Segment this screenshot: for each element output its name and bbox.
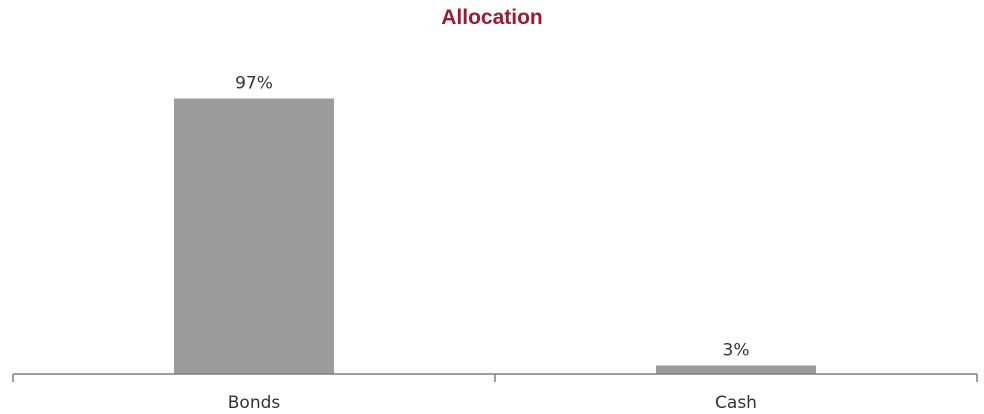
x-tick-label-bonds: Bonds: [228, 393, 281, 413]
data-label-bonds: 97%: [235, 74, 273, 94]
data-label-cash: 3%: [723, 340, 750, 360]
bar-bonds: [174, 98, 334, 375]
bar-cash: [656, 365, 816, 374]
chart-title: Allocation: [441, 6, 543, 29]
x-tick-label-cash: Cash: [715, 393, 757, 413]
